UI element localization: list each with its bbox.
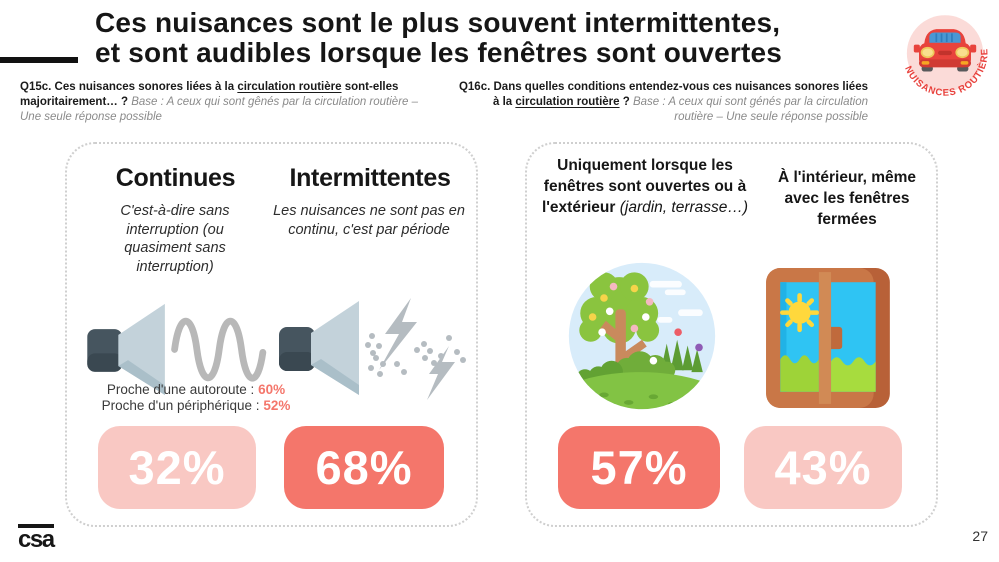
speaker-intermittent-icon [279, 298, 466, 400]
q16c-underlined: circulation routière [515, 96, 620, 109]
windows-open-heading-bold: Uniquement lorsque les fenêtres sont ouv… [541, 157, 747, 216]
question-q15c: Q15c. Ces nuisances sonores liées à la c… [20, 80, 422, 126]
indoors-heading: À l'intérieur, même avec les fenêtres fe… [777, 169, 917, 228]
q15c-underlined: circulation routière [237, 81, 342, 93]
page-number: 27 [972, 528, 988, 544]
windows-open-heading-note: (jardin, terrasse…) [619, 198, 749, 216]
q15c-text: Q15c. Ces nuisances sonores liées à la [20, 81, 238, 93]
q16c-tail: ? [619, 96, 633, 109]
windows-open-heading: Uniquement lorsque les fenêtres sont ouv… [539, 156, 751, 219]
q16c-base: Base : A ceux qui sont génés par la circ… [632, 96, 868, 124]
continues-subtitle: C'est-à-dire sans interruption (ou quasi… [120, 203, 230, 275]
continues-value-pill: 32% [98, 426, 256, 509]
page-title-line1: Ces nuisances sont le plus souvent inter… [95, 7, 781, 38]
car-icon [913, 29, 977, 72]
question-q16c: Q16c. Dans quelles conditions entendez-v… [458, 80, 868, 126]
note-autoroute-value: 60% [258, 382, 286, 397]
note-autoroute-label: Proche d'une autoroute : [106, 382, 255, 397]
note-peripherique-value: 52% [263, 398, 291, 414]
q16c-text: Q16c. Dans quelles conditions entendez-v… [458, 81, 868, 109]
window-icon [766, 268, 890, 408]
windows-open-value-pill: 57% [558, 426, 720, 509]
q15c-tail: sont-elles majoritairement… ? [20, 81, 399, 109]
intermittentes-heading: Intermittentes [289, 164, 451, 192]
panel-q15c-results: Continues Intermittentes C'est-à-dire sa… [65, 142, 478, 527]
canopy-flowers [588, 282, 654, 336]
continues-heading: Continues [115, 164, 236, 192]
indoors-value-pill: 43% [744, 426, 902, 509]
proximity-notes: Proche d'une autoroute : 60% Proche d'un… [75, 382, 317, 415]
sun-icon [780, 293, 820, 333]
panel-q16c-results: Uniquement lorsque les fenêtres sont ouv… [525, 142, 938, 527]
note-autoroute: Proche d'une autoroute : 60% [75, 382, 317, 398]
page-title: Ces nuisances sont le plus souvent inter… [95, 8, 782, 67]
q15c-base: Base : A ceux qui sont gênés par la circ… [20, 96, 419, 124]
speaker-continuous-wave-icon [87, 303, 267, 396]
intermittentes-value-pill: 68% [284, 426, 444, 509]
intermittentes-subtitle: Les nuisances ne sont pas en continu, c'… [273, 203, 465, 238]
nuisances-routieres-badge: NUISANCES ROUTIÈRES [893, 4, 990, 99]
csa-logo: csa [18, 524, 55, 553]
note-peripherique-label: Proche d'un périphérique : [101, 398, 260, 414]
note-peripherique: Proche d'un périphérique : 52% [75, 398, 317, 414]
garden-icon [568, 262, 716, 410]
page-title-line2: et sont audibles lorsque les fenêtres so… [95, 36, 783, 68]
title-accent-bar [0, 57, 78, 63]
